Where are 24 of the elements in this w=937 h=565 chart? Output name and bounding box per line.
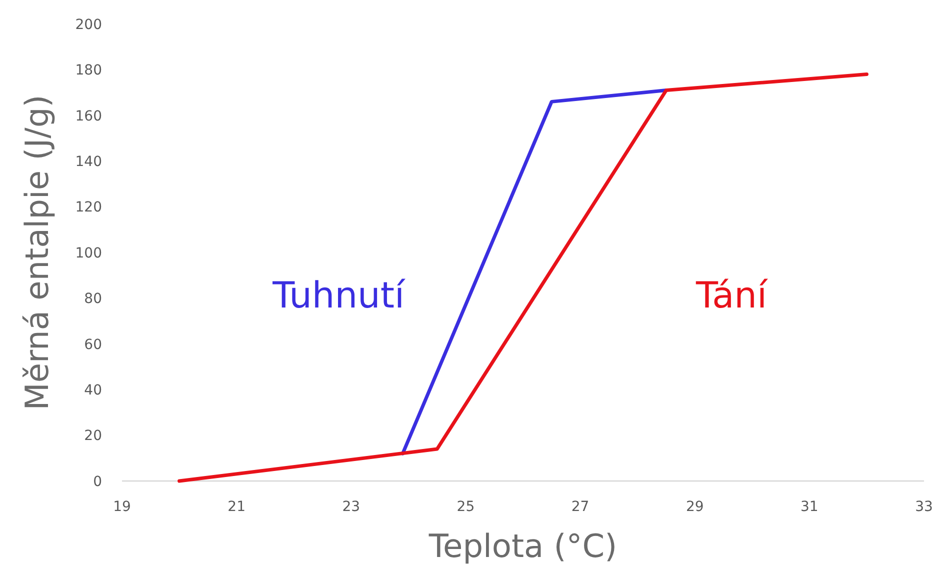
y-tick-label: 160 bbox=[75, 108, 102, 124]
text: Tání bbox=[695, 275, 768, 316]
line-series bbox=[178, 72, 868, 483]
x-tick-label: 31 bbox=[800, 499, 818, 515]
x-tick-label: 21 bbox=[228, 499, 246, 515]
y-tick-label: 80 bbox=[84, 291, 102, 308]
y-tick-label: 120 bbox=[75, 200, 102, 216]
x-tick-label: 33 bbox=[915, 499, 933, 515]
y-tick-label: 60 bbox=[84, 336, 102, 353]
y-tick-label: 0 bbox=[93, 474, 102, 490]
y-tick-label: 180 bbox=[75, 62, 102, 79]
y-tick-label: 40 bbox=[84, 382, 102, 398]
y-tick-label: 140 bbox=[75, 154, 102, 170]
x-axis-title: Teplota (°C) bbox=[428, 527, 618, 565]
x-tick-label: 19 bbox=[113, 499, 131, 515]
y-tick-label: 100 bbox=[75, 245, 102, 262]
series-label: Tuhnutí bbox=[272, 275, 406, 316]
x-tick-label: 27 bbox=[571, 499, 590, 515]
y-axis-title: Měrná entalpie (J/g) bbox=[18, 94, 56, 410]
y-tick-label: 20 bbox=[84, 428, 102, 444]
x-tick-label: 25 bbox=[456, 499, 475, 515]
x-tick-label: 29 bbox=[686, 499, 704, 515]
y-tick-label: 200 bbox=[75, 16, 102, 33]
x-tick-label: 23 bbox=[342, 499, 360, 515]
